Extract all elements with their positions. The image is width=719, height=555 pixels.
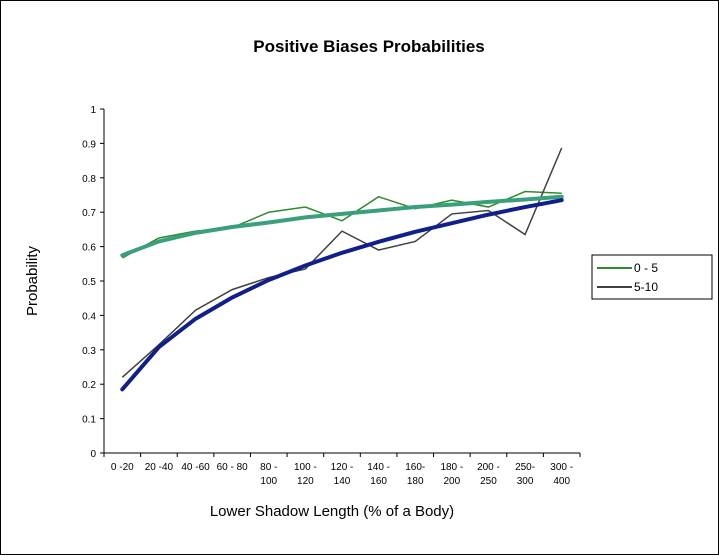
x-tick-label: 400: [553, 476, 570, 487]
x-tick-label: 140 -: [367, 462, 390, 473]
chart-title: Positive Biases Probabilities: [253, 37, 484, 56]
legend-label-2: 5-10: [634, 280, 658, 294]
x-tick-label: 60 - 80: [217, 462, 249, 473]
y-tick-label: 0.7: [82, 208, 96, 219]
y-tick-label: 0: [90, 449, 96, 460]
x-tick-label: 80 -: [260, 462, 277, 473]
x-tick-label: 250-: [515, 462, 535, 473]
x-tick-label: 200 -: [477, 462, 500, 473]
x-tick-label: 300: [517, 476, 534, 487]
x-tick-label: 120: [297, 476, 314, 487]
y-axis-title: Probability: [24, 245, 41, 316]
x-axis-title: Lower Shadow Length (% of a Body): [210, 503, 454, 520]
x-tick-label: 0 -20: [111, 462, 134, 473]
y-tick-label: 0.3: [82, 346, 96, 357]
x-tick-label: 140: [334, 476, 351, 487]
x-tick-label: 200: [444, 476, 461, 487]
y-tick-label: 0.1: [82, 415, 96, 426]
series-line-2: [121, 147, 563, 378]
x-tick-label: 40 -60: [181, 462, 210, 473]
trendline-1: [120, 194, 564, 258]
y-tick-label: 0.4: [82, 311, 96, 322]
plot-area: 0 0.1 0.2 0.3 0.4 0.5 0.6 0.7 0.8 0.9 1 0 -20 20 -40…: [82, 105, 581, 487]
legend: 0 - 5 5-10: [591, 254, 713, 300]
y-tick-label: 0.2: [82, 380, 96, 391]
legend-label-1: 0 - 5: [634, 261, 658, 275]
x-tick-label: 180: [407, 476, 424, 487]
y-tick-label: 0.6: [82, 243, 96, 254]
x-tick-label: 180 -: [440, 462, 463, 473]
y-tick-label: 0.9: [82, 139, 96, 150]
x-tick-label: 100: [260, 476, 277, 487]
y-tick-label: 1: [90, 105, 96, 116]
y-tick-label: 0.5: [82, 277, 96, 288]
y-tick-label: 0.8: [82, 174, 96, 185]
x-tick-label: 20 -40: [145, 462, 174, 473]
x-tick-label: 160: [370, 476, 387, 487]
x-tick-label: 250: [480, 476, 497, 487]
x-tick-label: 160-: [405, 462, 425, 473]
x-tick-label: 300 -: [550, 462, 573, 473]
legend-box: [591, 254, 713, 300]
x-tick-label: 120 -: [331, 462, 354, 473]
trendline-2: [120, 198, 564, 392]
x-tick-label: 100 -: [294, 462, 317, 473]
